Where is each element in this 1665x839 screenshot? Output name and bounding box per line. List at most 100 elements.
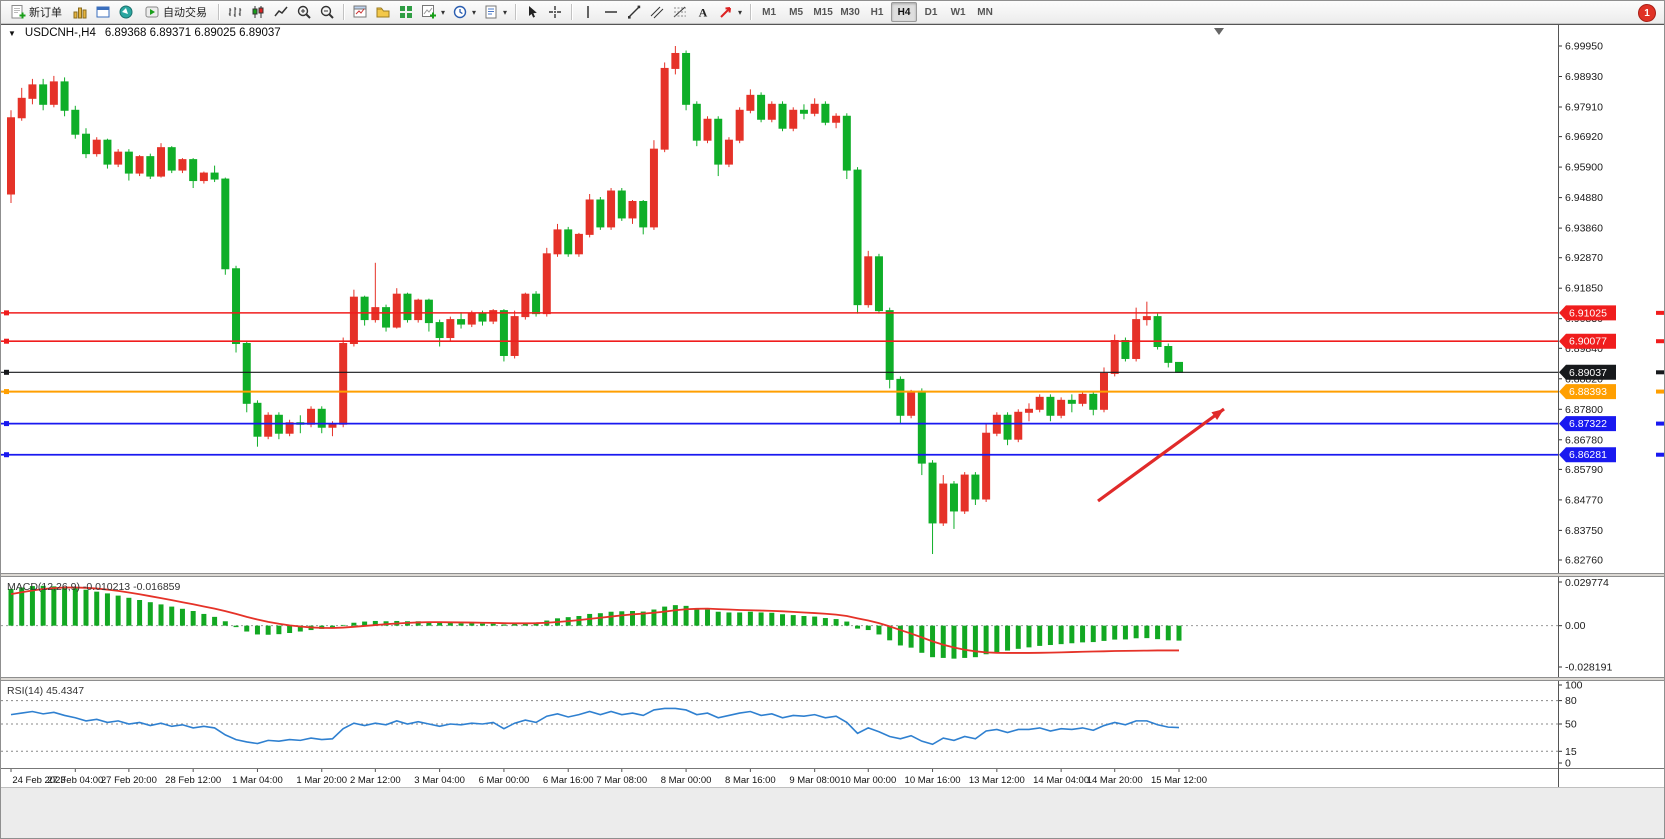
cursor-button[interactable] (521, 2, 543, 22)
profiles-button[interactable] (372, 2, 394, 22)
svg-text:6.87322: 6.87322 (1569, 418, 1607, 430)
cursor-icon (524, 4, 540, 20)
svg-text:10 Mar 16:00: 10 Mar 16:00 (905, 775, 961, 786)
svg-text:A: A (699, 6, 708, 20)
svg-text:6.91025: 6.91025 (1569, 307, 1607, 319)
text-tool-button[interactable]: A (692, 2, 714, 22)
price-chart-pane[interactable]: 6.99950 6.98930 6.97910 6.96920 6.95900 6.948… (1, 24, 1665, 573)
chart-header: ▼ USDCNH-,H4 6.89368 6.89371 6.89025 6.8… (8, 27, 281, 39)
dropdown-arrow-icon: ▾ (503, 7, 508, 17)
vertical-line-icon (580, 4, 596, 20)
notification-badge[interactable]: 1 (1638, 4, 1656, 22)
crosshair-button[interactable] (544, 2, 566, 22)
fibonacci-button[interactable] (669, 2, 691, 22)
channel-icon (649, 4, 665, 20)
trendline-button[interactable] (623, 2, 645, 22)
trendline-icon (626, 4, 642, 20)
periods-button[interactable]: ▾ (449, 2, 479, 22)
svg-text:80: 80 (1565, 695, 1577, 707)
new-order-label: 新订单 (29, 7, 62, 19)
timeframe-h4-button[interactable]: H4 (891, 2, 918, 22)
arrows-icon (718, 4, 734, 20)
svg-text:6.82760: 6.82760 (1565, 555, 1603, 567)
svg-text:50: 50 (1565, 719, 1577, 731)
zoom-in-icon (296, 4, 312, 20)
pane-divider[interactable] (1, 677, 1664, 681)
line-chart-button[interactable] (270, 2, 292, 22)
svg-text:13 Mar 12:00: 13 Mar 12:00 (969, 775, 1025, 786)
templates-button[interactable]: ▾ (480, 2, 510, 22)
svg-text:8 Mar 00:00: 8 Mar 00:00 (661, 775, 712, 786)
new-order-button[interactable]: 新订单 (4, 2, 68, 22)
equidistant-channel-button[interactable] (646, 2, 668, 22)
svg-text:8 Mar 16:00: 8 Mar 16:00 (725, 775, 776, 786)
horizontal-line-button[interactable] (600, 2, 622, 22)
toolbar-separator (515, 4, 517, 20)
new-chart-button[interactable] (349, 2, 371, 22)
timeframe-m5-button[interactable]: M5 (783, 2, 809, 22)
profiles-icon (375, 4, 391, 20)
svg-text:9 Mar 08:00: 9 Mar 08:00 (789, 775, 840, 786)
svg-text:6.86281: 6.86281 (1569, 449, 1607, 461)
svg-text:15 Mar 12:00: 15 Mar 12:00 (1151, 775, 1207, 786)
toolbar: 新订单 自动交易 (1, 1, 1664, 24)
svg-text:6.99950: 6.99950 (1565, 41, 1603, 53)
fibonacci-icon (672, 4, 688, 20)
svg-text:6.98930: 6.98930 (1565, 71, 1603, 83)
autotrading-icon (144, 4, 160, 20)
svg-text:14 Mar 20:00: 14 Mar 20:00 (1087, 775, 1143, 786)
svg-text:6.93860: 6.93860 (1565, 223, 1603, 235)
timeframe-m1-button[interactable]: M1 (756, 2, 782, 22)
svg-text:RSI(14) 45.4347: RSI(14) 45.4347 (7, 685, 84, 697)
horizontal-line-icon (603, 4, 619, 20)
tile-windows-icon (398, 4, 414, 20)
timeframe-h1-button[interactable]: H1 (864, 2, 890, 22)
zoom-out-button[interactable] (316, 2, 338, 22)
timeframe-m15-button[interactable]: M15 (810, 2, 836, 22)
indicators-icon (421, 4, 437, 20)
svg-text:6.92870: 6.92870 (1565, 252, 1603, 264)
navigator-button[interactable] (115, 2, 137, 22)
data-window-button[interactable] (92, 2, 114, 22)
svg-text:27 Feb 20:00: 27 Feb 20:00 (101, 775, 157, 786)
timeframe-m30-button[interactable]: M30 (837, 2, 863, 22)
svg-text:1 Mar 20:00: 1 Mar 20:00 (296, 775, 347, 786)
bar-chart-button[interactable] (224, 2, 246, 22)
timeframe-mn-button[interactable]: MN (972, 2, 998, 22)
bars-chart-icon (227, 4, 243, 20)
rsi-indicator-pane[interactable]: RSI(14) 45.4347 100 80 50 150 (1, 681, 1665, 768)
arrows-tool-button[interactable]: ▾ (715, 2, 745, 22)
svg-text:6.85790: 6.85790 (1565, 464, 1603, 476)
candlestick-chart-button[interactable] (247, 2, 269, 22)
autotrading-button[interactable]: 自动交易 (138, 2, 213, 22)
tile-windows-button[interactable] (395, 2, 417, 22)
indicators-button[interactable]: ▾ (418, 2, 448, 22)
timeframe-w1-button[interactable]: W1 (945, 2, 971, 22)
zoom-in-button[interactable] (293, 2, 315, 22)
vertical-line-button[interactable] (577, 2, 599, 22)
price-axis[interactable] (1558, 24, 1664, 790)
svg-text:24 Feb 2023: 24 Feb 2023 (12, 775, 65, 786)
svg-text:6.86780: 6.86780 (1565, 434, 1603, 446)
svg-text:2 Mar 12:00: 2 Mar 12:00 (350, 775, 401, 786)
svg-text:10 Mar 00:00: 10 Mar 00:00 (840, 775, 896, 786)
window-background (1, 787, 1664, 838)
charts-button[interactable] (69, 2, 91, 22)
svg-text:MACD(12,26,9) -0.010213 -0.016: MACD(12,26,9) -0.010213 -0.016859 (7, 581, 181, 593)
chart-menu-icon[interactable]: ▼ (8, 28, 16, 38)
svg-text:6.83750: 6.83750 (1565, 525, 1603, 537)
macd-indicator-pane[interactable]: MACD(12,26,9) -0.010213 -0.016859 0.02977… (1, 577, 1665, 677)
svg-text:15: 15 (1565, 746, 1577, 758)
crosshair-icon (547, 4, 563, 20)
svg-text:27 Feb 04:00: 27 Feb 04:00 (47, 775, 103, 786)
timeframe-d1-button[interactable]: D1 (918, 2, 944, 22)
svg-text:7 Mar 08:00: 7 Mar 08:00 (596, 775, 647, 786)
svg-text:6.90077: 6.90077 (1569, 336, 1607, 348)
navigator-icon (118, 4, 134, 20)
charts-icon (72, 4, 88, 20)
pane-divider[interactable] (1, 573, 1664, 577)
svg-text:6.89037: 6.89037 (1569, 367, 1607, 379)
toolbar-separator (218, 4, 219, 20)
